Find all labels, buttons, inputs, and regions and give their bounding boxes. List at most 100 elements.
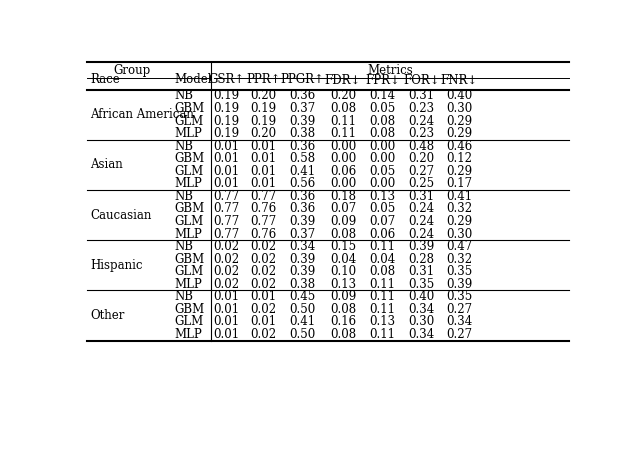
Text: FDR↓: FDR↓ — [324, 73, 361, 86]
Text: 0.01: 0.01 — [213, 152, 239, 165]
Text: 0.15: 0.15 — [330, 240, 356, 253]
Text: GLM: GLM — [174, 265, 204, 278]
Text: FOR↓: FOR↓ — [403, 73, 440, 86]
Text: 0.34: 0.34 — [289, 240, 316, 253]
Text: 0.32: 0.32 — [446, 252, 472, 266]
Text: 0.01: 0.01 — [250, 290, 276, 303]
Text: 0.19: 0.19 — [213, 115, 239, 128]
Text: 0.38: 0.38 — [289, 127, 316, 140]
Text: 0.39: 0.39 — [289, 215, 316, 228]
Text: 0.50: 0.50 — [289, 328, 316, 341]
Text: 0.29: 0.29 — [446, 127, 472, 140]
Text: 0.20: 0.20 — [250, 127, 276, 140]
Text: PPGR↑: PPGR↑ — [280, 73, 324, 86]
Text: 0.37: 0.37 — [289, 228, 316, 241]
Text: 0.24: 0.24 — [408, 215, 435, 228]
Text: Asian: Asian — [90, 158, 123, 172]
Text: 0.37: 0.37 — [289, 102, 316, 115]
Text: GBM: GBM — [174, 202, 205, 215]
Text: 0.18: 0.18 — [330, 190, 356, 203]
Text: 0.56: 0.56 — [289, 177, 316, 190]
Text: 0.20: 0.20 — [408, 152, 435, 165]
Text: 0.24: 0.24 — [408, 202, 435, 215]
Text: 0.02: 0.02 — [213, 265, 239, 278]
Text: 0.02: 0.02 — [250, 265, 276, 278]
Text: 0.13: 0.13 — [330, 278, 356, 291]
Text: 0.06: 0.06 — [369, 228, 396, 241]
Text: 0.19: 0.19 — [213, 102, 239, 115]
Text: 0.29: 0.29 — [446, 215, 472, 228]
Text: 0.30: 0.30 — [446, 102, 472, 115]
Text: 0.01: 0.01 — [213, 165, 239, 178]
Text: 0.34: 0.34 — [408, 328, 435, 341]
Text: 0.27: 0.27 — [408, 165, 435, 178]
Text: 0.24: 0.24 — [408, 115, 435, 128]
Text: 0.19: 0.19 — [213, 127, 239, 140]
Text: 0.58: 0.58 — [289, 152, 316, 165]
Text: 0.08: 0.08 — [330, 102, 356, 115]
Text: 0.08: 0.08 — [330, 228, 356, 241]
Text: 0.27: 0.27 — [446, 303, 472, 316]
Text: 0.31: 0.31 — [408, 265, 435, 278]
Text: 0.77: 0.77 — [250, 190, 276, 203]
Text: 0.05: 0.05 — [369, 202, 396, 215]
Text: 0.31: 0.31 — [408, 190, 435, 203]
Text: 0.30: 0.30 — [408, 315, 435, 328]
Text: 0.34: 0.34 — [408, 303, 435, 316]
Text: 0.50: 0.50 — [289, 303, 316, 316]
Text: 0.01: 0.01 — [213, 177, 239, 190]
Text: 0.13: 0.13 — [369, 315, 396, 328]
Text: 0.77: 0.77 — [213, 228, 239, 241]
Text: 0.11: 0.11 — [369, 290, 396, 303]
Text: 0.00: 0.00 — [369, 177, 396, 190]
Text: 0.00: 0.00 — [330, 152, 356, 165]
Text: 0.01: 0.01 — [250, 315, 276, 328]
Text: 0.27: 0.27 — [446, 328, 472, 341]
Text: 0.05: 0.05 — [369, 165, 396, 178]
Text: 0.02: 0.02 — [250, 328, 276, 341]
Text: GBM: GBM — [174, 252, 205, 266]
Text: 0.01: 0.01 — [250, 152, 276, 165]
Text: PPR↑: PPR↑ — [246, 73, 281, 86]
Text: 0.09: 0.09 — [330, 290, 356, 303]
Text: 0.05: 0.05 — [369, 102, 396, 115]
Text: 0.01: 0.01 — [213, 315, 239, 328]
Text: 0.06: 0.06 — [330, 165, 356, 178]
Text: MLP: MLP — [174, 228, 202, 241]
Text: 0.01: 0.01 — [250, 165, 276, 178]
Text: 0.47: 0.47 — [446, 240, 472, 253]
Text: 0.08: 0.08 — [330, 328, 356, 341]
Text: 0.02: 0.02 — [250, 303, 276, 316]
Text: FNR↓: FNR↓ — [441, 73, 478, 86]
Text: GSR↑: GSR↑ — [208, 73, 244, 86]
Text: 0.39: 0.39 — [289, 115, 316, 128]
Text: MLP: MLP — [174, 328, 202, 341]
Text: 0.41: 0.41 — [289, 315, 316, 328]
Text: African American: African American — [90, 108, 194, 121]
Text: 0.10: 0.10 — [330, 265, 356, 278]
Text: 0.23: 0.23 — [408, 127, 435, 140]
Text: GBM: GBM — [174, 152, 205, 165]
Text: 0.01: 0.01 — [213, 303, 239, 316]
Text: 0.17: 0.17 — [446, 177, 472, 190]
Text: Other: Other — [90, 309, 124, 322]
Text: GLM: GLM — [174, 215, 204, 228]
Text: 0.13: 0.13 — [369, 190, 396, 203]
Text: 0.20: 0.20 — [250, 90, 276, 102]
Text: 0.11: 0.11 — [369, 328, 396, 341]
Text: NB: NB — [174, 90, 193, 102]
Text: 0.39: 0.39 — [408, 240, 435, 253]
Text: Model: Model — [174, 73, 212, 86]
Text: 0.36: 0.36 — [289, 190, 316, 203]
Text: 0.01: 0.01 — [250, 177, 276, 190]
Text: MLP: MLP — [174, 127, 202, 140]
Text: 0.08: 0.08 — [369, 115, 396, 128]
Text: 0.11: 0.11 — [369, 278, 396, 291]
Text: 0.35: 0.35 — [446, 265, 472, 278]
Text: 0.25: 0.25 — [408, 177, 435, 190]
Text: 0.39: 0.39 — [446, 278, 472, 291]
Text: 0.28: 0.28 — [408, 252, 435, 266]
Text: 0.38: 0.38 — [289, 278, 316, 291]
Text: 0.00: 0.00 — [369, 152, 396, 165]
Text: 0.00: 0.00 — [330, 177, 356, 190]
